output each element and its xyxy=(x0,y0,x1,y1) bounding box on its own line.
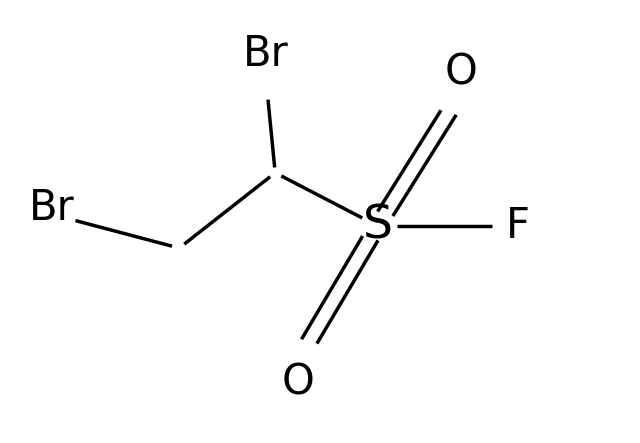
Text: Br: Br xyxy=(29,187,74,229)
Text: Br: Br xyxy=(243,33,289,75)
Text: F: F xyxy=(506,205,530,247)
Text: O: O xyxy=(281,361,314,403)
Text: S: S xyxy=(363,203,392,249)
Text: O: O xyxy=(444,51,477,93)
